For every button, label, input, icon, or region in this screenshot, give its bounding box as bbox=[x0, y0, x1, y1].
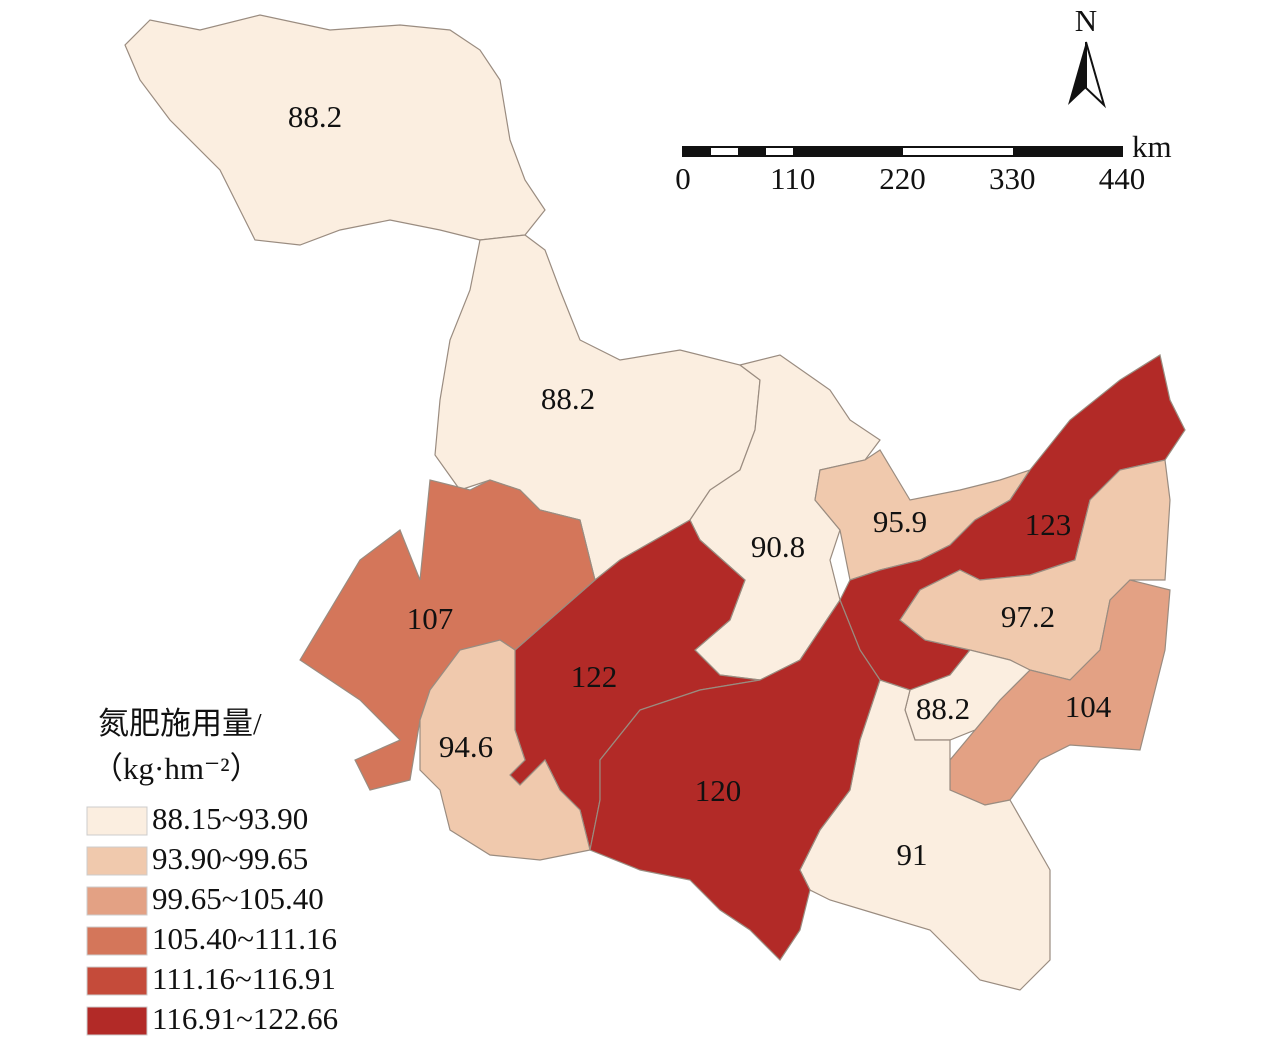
arrow-right bbox=[1085, 41, 1106, 109]
scale-segment bbox=[1013, 147, 1122, 156]
scale-ticks: 0 110 220 330 440 bbox=[675, 161, 1145, 196]
north-label: N bbox=[1075, 3, 1097, 38]
legend-label: 116.91~122.66 bbox=[152, 1001, 338, 1036]
legend-swatch bbox=[86, 806, 148, 836]
scale-tick-label: 440 bbox=[1099, 161, 1146, 196]
legend-swatch bbox=[86, 886, 148, 916]
region-label: 120 bbox=[695, 773, 742, 808]
region-label: 95.9 bbox=[873, 504, 927, 539]
region bbox=[589, 598, 881, 961]
north-arrow: N bbox=[1068, 3, 1106, 109]
region-labels: 88.2 88.2 90.8 95.9 123 97.2 104 88.2 91… bbox=[288, 99, 1112, 872]
region-label: 97.2 bbox=[1001, 599, 1055, 634]
region-label: 88.2 bbox=[541, 381, 595, 416]
legend-swatch bbox=[86, 1006, 148, 1036]
region-label: 104 bbox=[1065, 689, 1112, 724]
scale-tick-label: 330 bbox=[989, 161, 1036, 196]
legend-label: 88.15~93.90 bbox=[152, 801, 308, 836]
legend: 氮肥施用量/ （kg·hm⁻²） 88.15~93.90 93.90~99.65 9… bbox=[86, 706, 338, 1036]
legend-label: 99.65~105.40 bbox=[152, 881, 324, 916]
region-label: 88.2 bbox=[916, 691, 970, 726]
regions bbox=[124, 14, 1186, 991]
region-label: 123 bbox=[1025, 507, 1072, 542]
legend-title: 氮肥施用量/ bbox=[98, 706, 262, 741]
region bbox=[124, 14, 546, 246]
region-label: 91 bbox=[897, 837, 928, 872]
legend-label: 93.90~99.65 bbox=[152, 841, 308, 876]
scale-segment bbox=[683, 147, 711, 156]
legend-label: 105.40~111.16 bbox=[152, 921, 337, 956]
legend-unit: （kg·hm⁻²） bbox=[92, 751, 261, 786]
region-label: 90.8 bbox=[751, 529, 805, 564]
legend-swatch bbox=[86, 926, 148, 956]
scale-tick-label: 110 bbox=[770, 161, 815, 196]
legend-swatch bbox=[86, 966, 148, 996]
scale-bar: km 0 110 220 330 440 bbox=[675, 129, 1171, 196]
region-label: 122 bbox=[571, 659, 618, 694]
legend-items: 88.15~93.90 93.90~99.65 99.65~105.40 105.40… bbox=[86, 801, 338, 1036]
scale-segment bbox=[738, 147, 766, 156]
scale-unit: km bbox=[1132, 129, 1172, 164]
scale-tick-label: 220 bbox=[879, 161, 926, 196]
arrow-left bbox=[1068, 42, 1086, 105]
region bbox=[299, 479, 596, 791]
legend-swatch bbox=[86, 846, 148, 876]
region-label: 88.2 bbox=[288, 99, 342, 134]
region-label: 94.6 bbox=[439, 729, 493, 764]
region bbox=[419, 639, 591, 861]
region-label: 107 bbox=[407, 601, 454, 636]
scale-tick-label: 0 bbox=[675, 161, 691, 196]
scale-segment bbox=[793, 147, 903, 156]
legend-label: 111.16~116.91 bbox=[152, 961, 336, 996]
